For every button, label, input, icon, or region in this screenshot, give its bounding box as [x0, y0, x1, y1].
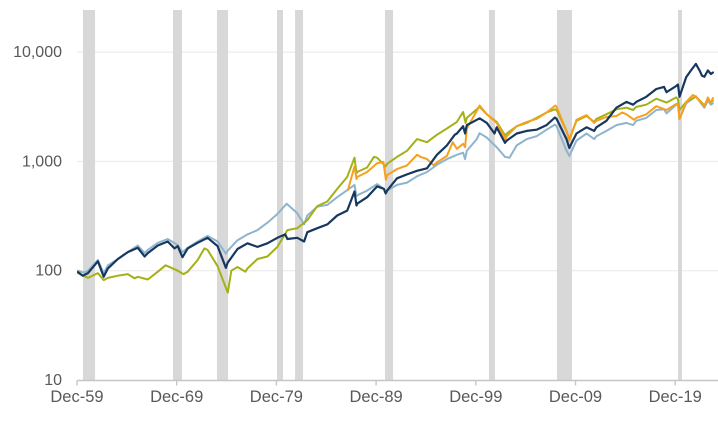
y-axis-tick-label: 10 [44, 372, 62, 389]
series-orange [347, 94, 714, 191]
recession-band [556, 10, 573, 380]
y-axis-tick-label: 100 [35, 263, 62, 280]
recession-band [216, 10, 229, 380]
recession-band [677, 10, 682, 380]
x-axis-tick-label: Dec-89 [349, 388, 402, 406]
recession-band [82, 10, 96, 380]
y-axis-tick-label: 10,000 [13, 44, 62, 61]
recession-band [488, 10, 495, 380]
x-axis-tick-label: Dec-19 [649, 388, 702, 406]
recession-band [173, 10, 182, 380]
y-axis-tick-label: 1,000 [22, 153, 62, 170]
series-dark-blue [76, 62, 714, 278]
x-axis-tick-label: Dec-99 [449, 388, 502, 406]
x-axis-tick-label: Dec-59 [50, 388, 103, 406]
x-axis-tick-label: Dec-79 [250, 388, 303, 406]
recession-band [277, 10, 283, 380]
series-olive-green [77, 95, 714, 294]
x-axis-tick-label: Dec-09 [549, 388, 602, 406]
x-axis-tick-label: Dec-69 [150, 388, 203, 406]
recession-band [295, 10, 304, 380]
recession-band [384, 10, 394, 380]
